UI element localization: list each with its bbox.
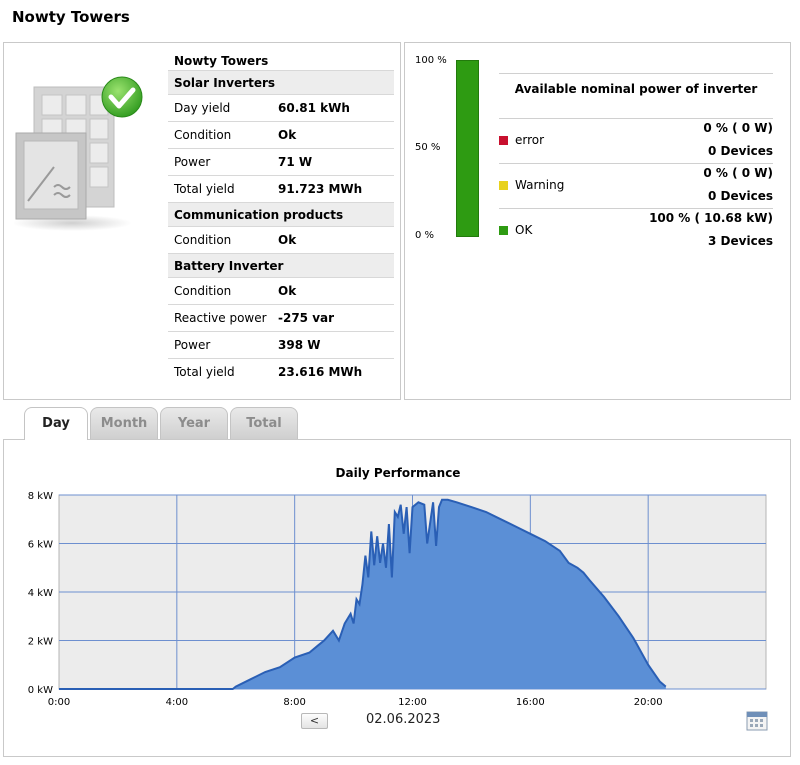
section-heading-battery-inverter: Battery Inverter [168,254,394,278]
chart-date: 02.06.2023 [366,712,441,727]
previous-day-button[interactable]: < [301,713,328,729]
info-row: Reactive power -275 var [168,305,394,332]
tab-total[interactable]: Total [230,407,298,439]
ok-swatch [499,226,508,235]
row-value: 71 W [278,155,313,169]
info-row: Total yield 91.723 MWh [168,176,394,203]
row-label: Reactive power [174,311,267,325]
bar-axis-label: 100 % [415,55,447,66]
tab-year[interactable]: Year [160,407,228,439]
row-label: Condition [174,233,232,247]
row-value: Ok [278,284,297,298]
y-tick-label: 0 kW [28,685,53,696]
status-row-ok: OK 100 % ( 10.68 kW) 3 Devices [499,209,773,254]
status-label: error [515,133,545,147]
status-label: OK [515,223,533,237]
row-label: Day yield [174,101,231,115]
tab-month[interactable]: Month [90,407,158,439]
row-label: Total yield [174,182,235,196]
row-value: Ok [278,128,297,142]
ok-power-bar [456,60,479,237]
row-value: 91.723 MWh [278,182,363,196]
info-row: Power 398 W [168,332,394,359]
tab-day[interactable]: Day [24,407,88,440]
daily-performance-panel: Daily Performance 0 kW 2 kW 4 kW 6 kW 8 kW 0:… [3,439,791,757]
info-row: Condition Ok [168,122,394,149]
info-row: Day yield 60.81 kWh [168,95,394,122]
info-row: Total yield 23.616 MWh [168,359,394,386]
row-value: Ok [278,233,297,247]
status-label: Warning [515,178,565,192]
plant-info-table: Nowty Towers Solar Inverters Day yield 60… [168,51,394,386]
x-tick-label: 0:00 [48,697,70,708]
power-line [59,498,667,690]
y-tick-label: 4 kW [28,588,53,599]
plant-overview-panel: Nowty Towers Solar Inverters Day yield 60… [3,42,401,400]
row-label: Total yield [174,365,235,379]
nominal-power-panel: 100 % 50 % 0 % Available nominal power o… [404,42,791,400]
y-tick-label: 6 kW [28,540,53,551]
row-label: Power [174,155,211,169]
status-percent: 0 % ( 0 W) [703,121,773,135]
warning-swatch [499,181,508,190]
y-tick-label: 2 kW [28,637,53,648]
performance-chart: 0 kW 2 kW 4 kW 6 kW 8 kW 0:00 4:00 8:00 12:00 16:… [28,491,767,708]
x-tick-label: 16:00 [516,697,545,708]
status-percent: 100 % ( 10.68 kW) [649,211,773,225]
bar-axis-label: 0 % [415,230,435,241]
plant-name: Nowty Towers [168,51,394,71]
calendar-icon[interactable] [746,709,768,731]
error-swatch [499,136,508,145]
plant-status-icon [12,75,148,235]
x-tick-label: 12:00 [398,697,427,708]
status-devices: 0 Devices [708,144,773,158]
bar-axis-label: 50 % [415,142,441,153]
row-label: Condition [174,128,232,142]
y-tick-label: 8 kW [28,491,53,502]
availability-title: Available nominal power of inverter [499,73,773,119]
row-label: Power [174,338,211,352]
status-devices: 0 Devices [708,189,773,203]
info-row: Condition Ok [168,278,394,305]
row-value: 23.616 MWh [278,365,363,379]
chart-title: Daily Performance [335,466,461,480]
status-devices: 3 Devices [708,234,773,248]
page-title: Nowty Towers [12,8,130,26]
x-tick-label: 20:00 [634,697,663,708]
x-tick-label: 8:00 [283,697,305,708]
period-tabs: Day Month Year Total [24,407,298,440]
status-row-error: error 0 % ( 0 W) 0 Devices [499,119,773,164]
status-row-warning: Warning 0 % ( 0 W) 0 Devices [499,164,773,209]
info-row: Power 71 W [168,149,394,176]
info-row: Condition Ok [168,227,394,254]
power-area [59,499,666,689]
x-tick-label: 4:00 [166,697,188,708]
row-label: Condition [174,284,232,298]
row-value: 60.81 kWh [278,101,350,115]
section-heading-solar-inverters: Solar Inverters [168,71,394,95]
row-value: -275 var [278,311,335,325]
section-heading-communication-products: Communication products [168,203,394,227]
status-percent: 0 % ( 0 W) [703,166,773,180]
row-value: 398 W [278,338,321,352]
